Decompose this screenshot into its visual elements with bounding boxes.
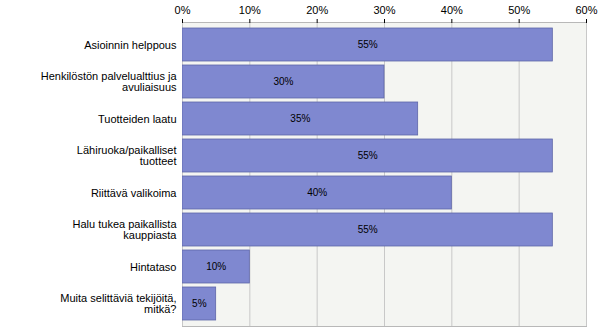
svg-text:Halu tukea paikallistakauppias: Halu tukea paikallistakauppiasta [73,218,178,241]
svg-text:Henkilöstön palvelualttius jaa: Henkilöstön palvelualttius jaavuliaisuus [41,70,178,93]
svg-text:Tuotteiden laatu: Tuotteiden laatu [98,113,176,125]
svg-text:0%: 0% [175,4,191,16]
svg-text:Lähiruoka/paikallisettuotteet: Lähiruoka/paikallisettuotteet [77,144,177,167]
svg-text:30%: 30% [273,76,293,87]
svg-text:60%: 60% [575,4,597,16]
svg-text:10%: 10% [206,261,226,272]
svg-text:50%: 50% [508,4,530,16]
svg-text:5%: 5% [192,298,207,309]
svg-text:40%: 40% [441,4,463,16]
svg-text:Riittävä valikoima: Riittävä valikoima [91,187,177,199]
svg-text:40%: 40% [307,187,327,198]
svg-text:55%: 55% [358,39,378,50]
svg-text:30%: 30% [373,4,395,16]
svg-text:55%: 55% [358,224,378,235]
svg-text:Asioinnin helppous: Asioinnin helppous [84,39,177,51]
svg-text:Hintataso: Hintataso [130,261,176,273]
svg-text:55%: 55% [358,150,378,161]
svg-text:35%: 35% [290,113,310,124]
svg-text:20%: 20% [306,4,328,16]
svg-text:10%: 10% [239,4,261,16]
svg-text:Muita selittäviä tekijöitä,mit: Muita selittäviä tekijöitä,mitkä? [60,292,176,315]
